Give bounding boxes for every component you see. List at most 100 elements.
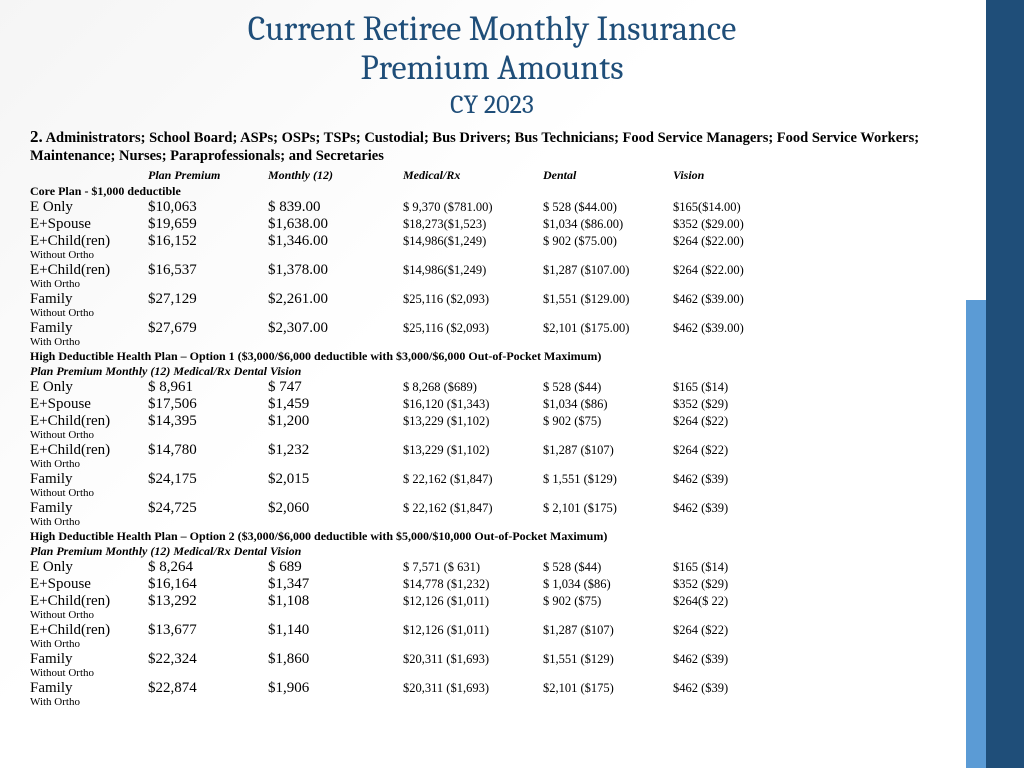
cell-medical: $ 7,571 ($ 631) [403,560,543,575]
cell-vision: $264 ($22) [673,443,783,458]
table-row: E Only$10,063$ 839.00$ 9,370 ($781.00)$ … [30,199,954,216]
row-note: Without Ortho [30,487,954,499]
cell-medical: $20,311 ($1,693) [403,681,543,696]
cell-premium: $24,175 [148,471,268,488]
table-row: Family$22,324$1,860$20,311 ($1,693)$1,55… [30,651,954,668]
cell-vision: $462 ($39) [673,472,783,487]
cell-tier: Family [30,320,148,337]
cell-dental: $1,034 ($86.00) [543,217,673,232]
cell-vision: $264 ($22.00) [673,234,783,249]
cell-dental: $2,101 ($175.00) [543,321,673,336]
cell-tier: Family [30,500,148,517]
table-row: Family$24,725$2,060$ 22,162 ($1,847)$ 2,… [30,500,954,517]
table-row: E+Child(ren)$14,780$1,232$13,229 ($1,102… [30,442,954,459]
cell-tier: E+Spouse [30,216,148,233]
col-blank [30,168,148,183]
table-row: Family$24,175$2,015$ 22,162 ($1,847)$ 1,… [30,471,954,488]
cell-medical: $12,126 ($1,011) [403,594,543,609]
section-subheader: Plan Premium Monthly (12) Medical/Rx Den… [30,544,954,559]
table-row: E Only$ 8,264$ 689$ 7,571 ($ 631)$ 528 (… [30,559,954,576]
row-note: With Ortho [30,638,954,650]
section-subheader: Plan Premium Monthly (12) Medical/Rx Den… [30,364,954,379]
title-line-2: Premium Amounts [360,48,623,88]
cell-monthly: $1,346.00 [268,233,403,250]
title-line-1: Current Retiree Monthly Insurance [248,9,736,49]
table-row: E+Child(ren)$16,152$1,346.00$14,986($1,2… [30,233,954,250]
cell-monthly: $ 689 [268,559,403,576]
cell-medical: $16,120 ($1,343) [403,397,543,412]
cell-premium: $22,874 [148,680,268,697]
cell-monthly: $1,860 [268,651,403,668]
cell-vision: $264 ($22.00) [673,263,783,278]
col-premium: Plan Premium [148,168,268,183]
cell-premium: $17,506 [148,396,268,413]
cell-monthly: $1,638.00 [268,216,403,233]
cell-tier: E+Child(ren) [30,262,148,279]
row-note: Without Ortho [30,667,954,679]
page-subtitle: CY 2023 [30,90,954,120]
cell-medical: $ 22,162 ($1,847) [403,501,543,516]
slide-content: Current Retiree Monthly Insurance Premiu… [0,0,1024,708]
cell-tier: E+Spouse [30,576,148,593]
decor-bar-light [966,300,986,768]
cell-tier: E Only [30,379,148,396]
cell-tier: E+Child(ren) [30,233,148,250]
cell-monthly: $1,140 [268,622,403,639]
column-headers: Plan Premium Monthly (12) Medical/Rx Den… [30,168,954,183]
cell-vision: $462 ($39) [673,652,783,667]
cell-vision: $165 ($14) [673,380,783,395]
cell-tier: E+Child(ren) [30,622,148,639]
row-note: Without Ortho [30,307,954,319]
cell-dental: $1,034 ($86) [543,397,673,412]
page-title: Current Retiree Monthly Insurance Premiu… [30,10,954,88]
sections-container: Core Plan - $1,000 deductibleE Only$10,0… [30,184,954,708]
cell-premium: $13,677 [148,622,268,639]
cell-tier: E+Child(ren) [30,442,148,459]
cell-medical: $25,116 ($2,093) [403,292,543,307]
cell-dental: $ 902 ($75.00) [543,234,673,249]
cell-dental: $ 528 ($44) [543,380,673,395]
cell-premium: $16,164 [148,576,268,593]
cell-vision: $165($14.00) [673,200,783,215]
section-title: High Deductible Health Plan – Option 1 (… [30,349,954,364]
table-row: E Only$ 8,961$ 747$ 8,268 ($689)$ 528 ($… [30,379,954,396]
cell-vision: $352 ($29) [673,577,783,592]
table-row: E+Child(ren)$16,537$1,378.00$14,986($1,2… [30,262,954,279]
table-row: E+Child(ren)$14,395$1,200$13,229 ($1,102… [30,413,954,430]
cell-medical: $ 22,162 ($1,847) [403,472,543,487]
cell-monthly: $2,060 [268,500,403,517]
cell-vision: $462 ($39) [673,501,783,516]
cell-monthly: $2,307.00 [268,320,403,337]
cell-premium: $24,725 [148,500,268,517]
cell-dental: $ 528 ($44) [543,560,673,575]
cell-medical: $13,229 ($1,102) [403,414,543,429]
row-note: With Ortho [30,336,954,348]
table-row: E+Spouse$19,659$1,638.00$18,273($1,523)$… [30,216,954,233]
cell-tier: Family [30,471,148,488]
cell-medical: $ 9,370 ($781.00) [403,200,543,215]
row-note: Without Ortho [30,429,954,441]
row-note: With Ortho [30,696,954,708]
cell-medical: $18,273($1,523) [403,217,543,232]
cell-medical: $14,986($1,249) [403,234,543,249]
table-row: E+Child(ren)$13,677$1,140$12,126 ($1,011… [30,622,954,639]
row-note: With Ortho [30,516,954,528]
cell-vision: $462 ($39) [673,681,783,696]
table-row: Family$22,874$1,906$20,311 ($1,693)$2,10… [30,680,954,697]
cell-monthly: $1,108 [268,593,403,610]
cell-vision: $264 ($22) [673,414,783,429]
cell-dental: $ 1,551 ($129) [543,472,673,487]
cell-monthly: $2,261.00 [268,291,403,308]
cell-premium: $27,129 [148,291,268,308]
cell-dental: $1,287 ($107.00) [543,263,673,278]
cell-dental: $2,101 ($175) [543,681,673,696]
cell-monthly: $ 747 [268,379,403,396]
cell-dental: $1,551 ($129) [543,652,673,667]
cell-medical: $ 8,268 ($689) [403,380,543,395]
table-row: Family$27,129$2,261.00$25,116 ($2,093)$1… [30,291,954,308]
cell-monthly: $1,906 [268,680,403,697]
table-row: E+Child(ren)$13,292$1,108$12,126 ($1,011… [30,593,954,610]
table-row: E+Spouse$16,164$1,347$14,778 ($1,232)$ 1… [30,576,954,593]
cell-premium: $27,679 [148,320,268,337]
cell-premium: $22,324 [148,651,268,668]
